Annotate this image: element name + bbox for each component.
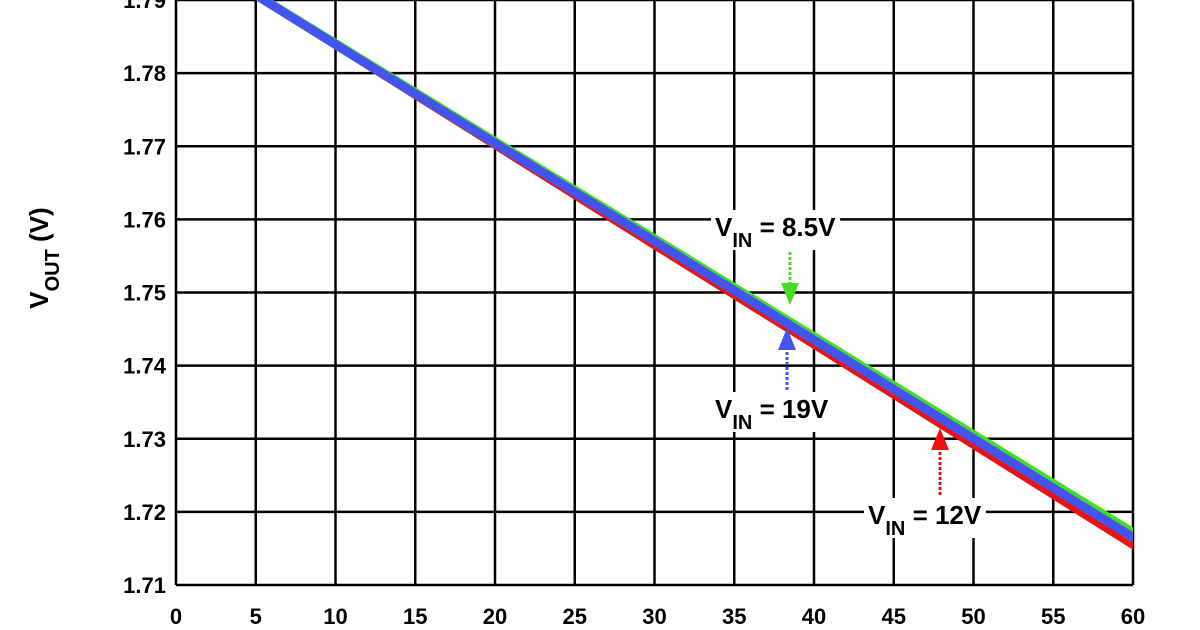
y-tick-label: 1.72 (123, 500, 166, 525)
x-tick-label: 50 (961, 604, 985, 629)
annotation-sub: IN (732, 412, 752, 434)
lines (255, 0, 1133, 550)
x-tick-label: 15 (403, 604, 427, 629)
y-tick-label: 1.77 (123, 134, 166, 159)
annotation-arrow-head (778, 328, 796, 350)
y-label-suffix: (V) (24, 207, 54, 249)
annotation-sub: IN (885, 518, 905, 540)
y-axis-label: VOUT (V) (24, 207, 64, 308)
y-tick-label: 1.73 (123, 427, 166, 452)
x-tick-label: 5 (250, 604, 262, 629)
y-tick-label: 1.79 (123, 0, 166, 13)
annotation-arrow-head (781, 283, 799, 305)
x-tick-label: 25 (563, 604, 587, 629)
annotation: VIN = 8.5V (715, 212, 836, 252)
x-tick-label: 10 (323, 604, 347, 629)
annotation-background (711, 392, 833, 432)
x-tick-label: 55 (1041, 604, 1065, 629)
series-line (255, 0, 1133, 542)
x-tick-label: 40 (802, 604, 826, 629)
y-tick-label: 1.76 (123, 207, 166, 232)
annotation-main: V (715, 212, 733, 242)
x-tick-label: 20 (483, 604, 507, 629)
x-tick-label: 45 (882, 604, 906, 629)
y-tick-label: 1.75 (123, 281, 166, 306)
annotation-suffix: = 12V (905, 500, 982, 530)
y-tick-label: 1.74 (123, 354, 167, 379)
x-tick-label: 60 (1121, 604, 1145, 629)
grid: 1.71 1.72 1.73 1.74 1.75 1.76 1.77 1.78 1.79 0 5 10… (123, 0, 1145, 629)
y-tick-label: 1.78 (123, 61, 166, 86)
annotation-suffix: = 19V (752, 394, 829, 424)
annotation-sub: IN (732, 230, 752, 252)
annotation-main: V (868, 500, 886, 530)
x-tick-label: 35 (722, 604, 746, 629)
y-label-main: V (24, 291, 54, 309)
annotation-main: V (715, 394, 733, 424)
annotation-suffix: = 8.5V (752, 212, 836, 242)
y-tick-label: 1.71 (123, 573, 166, 598)
annotation: VIN = 12V (868, 500, 982, 540)
annotation-background (864, 498, 986, 538)
y-label-sub: OUT (42, 249, 64, 291)
x-tick-label: 0 (170, 604, 182, 629)
x-tick-label: 30 (642, 604, 666, 629)
annotation: VIN = 19V (715, 394, 829, 434)
annotation-background (711, 210, 841, 250)
annotation-arrow-head (931, 428, 949, 450)
